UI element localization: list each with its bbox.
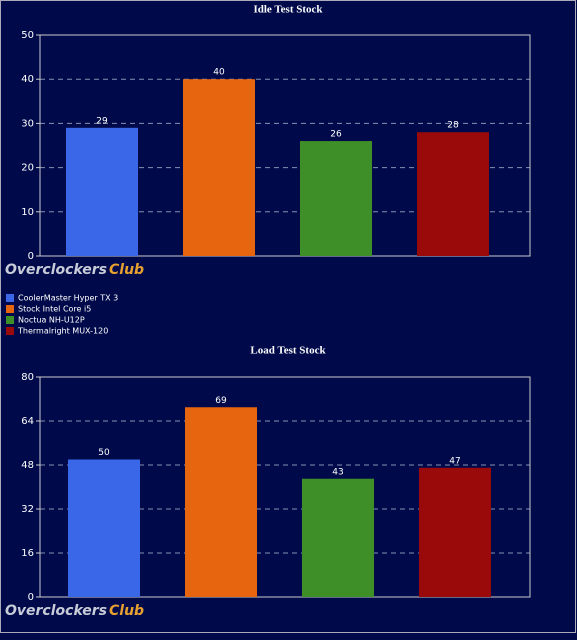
y-tick-label: 0: [28, 251, 34, 262]
value-label: 50: [98, 448, 110, 458]
y-tick-label: 50: [21, 30, 34, 41]
value-label: 47: [449, 456, 460, 466]
y-tick-label: 32: [21, 504, 34, 515]
y-tick-label: 30: [21, 118, 34, 129]
bar: [300, 141, 372, 256]
legend-swatch: [6, 294, 14, 302]
bar: [419, 467, 491, 597]
chart-title: Load Test Stock: [250, 345, 326, 357]
y-tick-label: 10: [21, 207, 34, 218]
watermark: Overclockers: [5, 603, 107, 619]
value-label: 29: [96, 116, 108, 126]
legend-swatch: [6, 327, 14, 335]
chart-title: Idle Test Stock: [253, 4, 323, 16]
legend-swatch: [6, 316, 14, 324]
value-label: 69: [215, 396, 227, 406]
watermark: Club: [109, 603, 144, 619]
legend-label: Thermalright MUX-120: [17, 327, 108, 336]
legend-label: Noctua NH-U12P: [18, 316, 85, 325]
bar: [185, 407, 257, 597]
y-tick-label: 40: [21, 74, 34, 85]
bar: [68, 459, 140, 597]
bar: [66, 127, 138, 256]
y-tick-label: 64: [21, 416, 34, 427]
y-tick-label: 80: [21, 372, 34, 383]
watermark: Club: [109, 262, 144, 278]
y-tick-label: 16: [21, 548, 34, 559]
value-label: 28: [447, 121, 459, 131]
bar: [417, 132, 489, 256]
plot-frame: [39, 34, 531, 257]
y-tick-label: 20: [21, 163, 34, 174]
legend-label: CoolerMaster Hyper TX 3: [18, 294, 118, 303]
watermark: Overclockers: [5, 262, 107, 278]
bar: [183, 79, 255, 256]
legend-label: Stock Intel Core i5: [18, 305, 91, 314]
y-tick-label: 48: [21, 460, 34, 471]
legend-swatch: [6, 305, 14, 313]
plot-frame: [39, 376, 531, 598]
value-label: 40: [213, 68, 225, 78]
value-label: 26: [330, 130, 342, 140]
bar: [302, 478, 374, 597]
y-tick-label: 0: [28, 592, 34, 603]
value-label: 43: [332, 467, 343, 477]
